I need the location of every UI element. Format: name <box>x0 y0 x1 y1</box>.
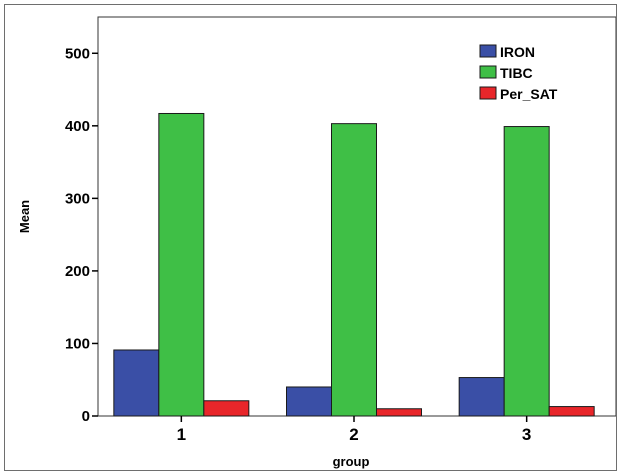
y-axis: 0 100 200 300 400 500 <box>65 45 98 425</box>
y-tick-label: 500 <box>65 45 90 62</box>
bar-iron-group-3 <box>458 377 505 417</box>
legend-swatch-per-sat <box>479 86 497 100</box>
chart-frame: 0 100 200 300 400 500 1 2 3 Mean group IRON TIBC… <box>4 4 617 471</box>
bar-tibc-group-2 <box>331 123 377 417</box>
y-tick-label: 100 <box>65 335 90 352</box>
bar-tibc-group-3 <box>503 126 550 417</box>
y-tick-label: 400 <box>65 118 90 135</box>
legend-swatch-iron <box>479 44 497 58</box>
y-axis-label: Mean <box>17 200 32 233</box>
bar-chart: 0 100 200 300 400 500 1 2 3 Mean group IRON TIBC… <box>17 16 616 469</box>
bar-iron-group-1 <box>113 349 160 417</box>
bar-tibc-group-1 <box>158 112 205 417</box>
x-tick-label: 2 <box>349 425 358 444</box>
bar-per-sat-group-3 <box>548 406 595 417</box>
x-axis: 1 2 3 <box>177 416 531 444</box>
x-tick-label: 1 <box>177 425 186 444</box>
legend-label-per-sat: Per_SAT <box>500 86 558 102</box>
bar-per-sat-group-1 <box>203 400 250 417</box>
legend-label-iron: IRON <box>500 44 535 60</box>
y-tick-label: 0 <box>82 408 90 425</box>
y-tick-label: 300 <box>65 190 90 207</box>
legend: IRON TIBC Per_SAT <box>479 44 558 102</box>
x-axis-label: group <box>333 454 370 469</box>
legend-swatch-tibc <box>479 65 497 79</box>
bar-per-sat-group-2 <box>376 408 422 417</box>
x-tick-label: 3 <box>522 425 531 444</box>
y-tick-label: 200 <box>65 263 90 280</box>
legend-label-tibc: TIBC <box>500 65 533 81</box>
bar-iron-group-2 <box>286 386 332 417</box>
bars-group <box>113 112 595 417</box>
